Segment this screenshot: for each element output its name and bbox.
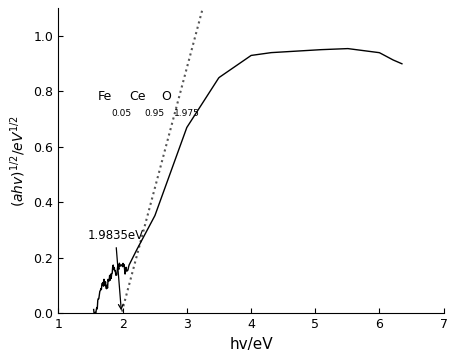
Text: Ce: Ce: [129, 90, 145, 103]
Text: 0.95: 0.95: [144, 109, 164, 118]
Text: Fe: Fe: [98, 90, 112, 103]
Text: 1.975: 1.975: [173, 109, 199, 118]
Text: 1.9835eV: 1.9835eV: [87, 229, 143, 309]
Text: O: O: [162, 90, 171, 103]
X-axis label: hv/eV: hv/eV: [229, 337, 272, 352]
Y-axis label: $(ahv)^{1/2}/eV^{1/2}$: $(ahv)^{1/2}/eV^{1/2}$: [8, 115, 28, 207]
Text: 0.05: 0.05: [111, 109, 131, 118]
